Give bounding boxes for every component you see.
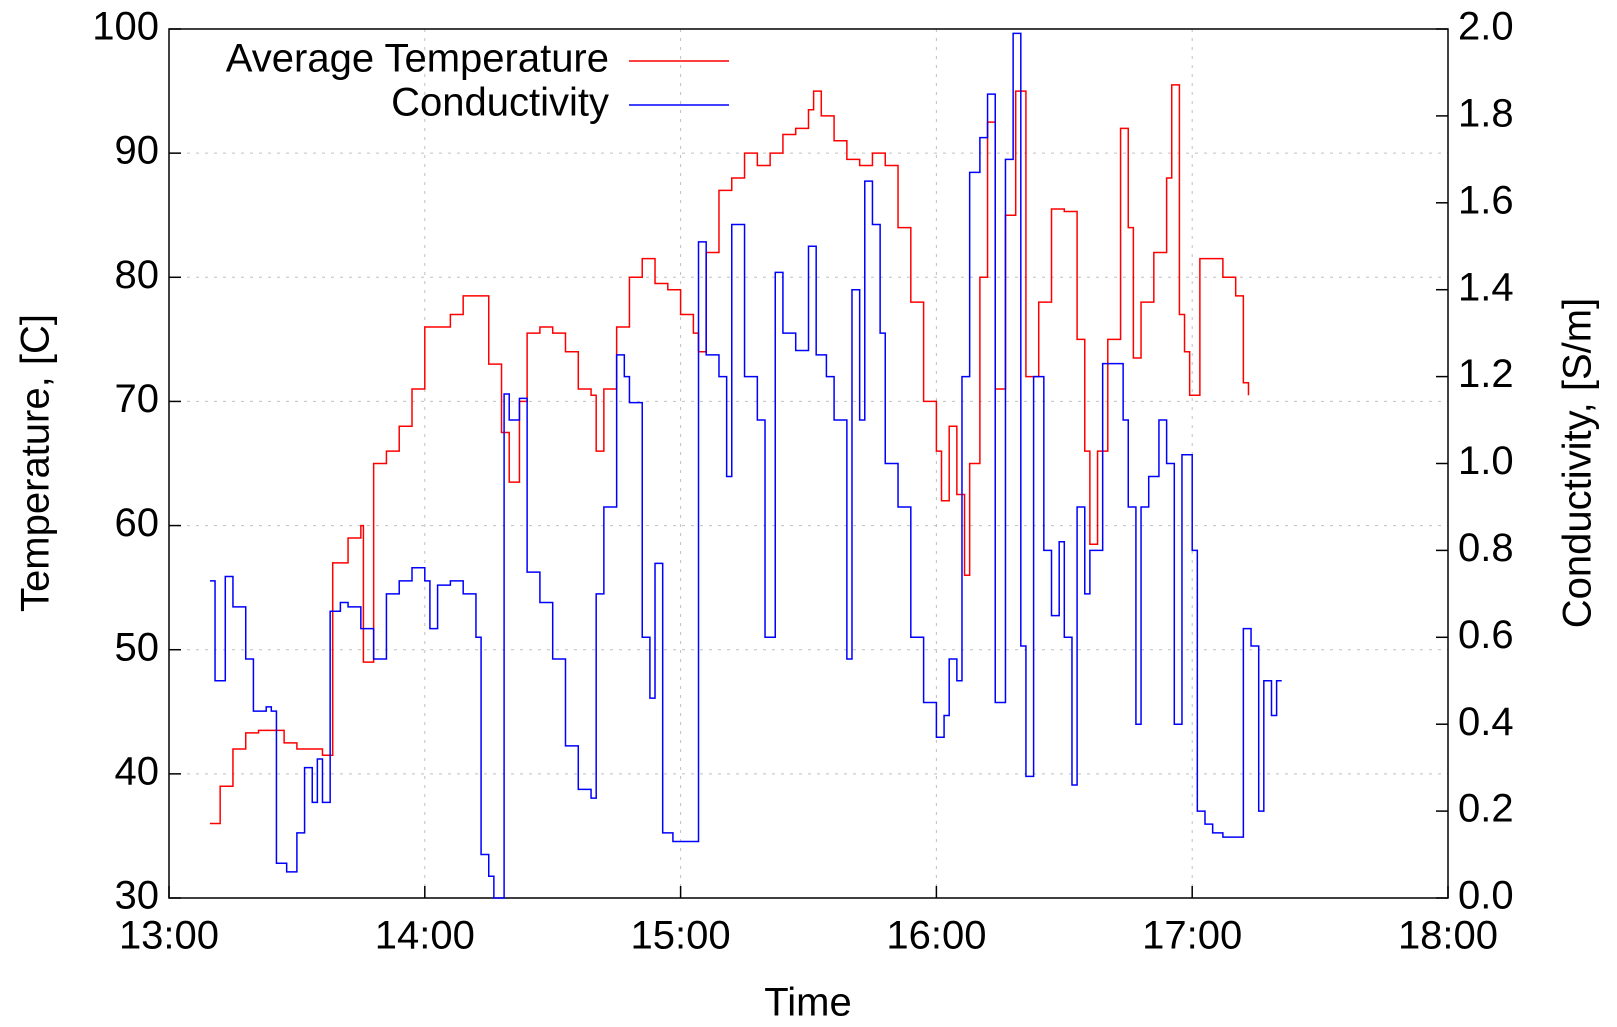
y2-tick-label: 2.0 xyxy=(1458,5,1514,49)
y2-axis-title: Conductivity, [S/m] xyxy=(1556,298,1600,628)
y2-tick-label: 0.6 xyxy=(1458,613,1514,657)
y2-tick-label: 0.0 xyxy=(1458,874,1514,918)
y-axis-title: Temperature, [C] xyxy=(14,314,58,612)
y2-tick-label: 0.8 xyxy=(1458,526,1514,570)
x-tick-label: 18:00 xyxy=(1398,914,1498,958)
y2-tick-label: 0.4 xyxy=(1458,700,1514,744)
legend-label: Conductivity xyxy=(391,81,609,125)
y-tick-label: 80 xyxy=(115,253,160,297)
x-axis-title: Time xyxy=(764,981,851,1025)
data-line xyxy=(209,84,1250,825)
y-tick-label: 60 xyxy=(115,501,160,545)
y-tick-label: 50 xyxy=(115,625,160,669)
y2-tick-label: 1.0 xyxy=(1458,439,1514,483)
x-tick-label: 16:00 xyxy=(886,914,986,958)
y-tick-label: 100 xyxy=(92,5,159,49)
data-line xyxy=(209,32,1282,899)
y2-tick-label: 1.6 xyxy=(1458,178,1514,222)
legend-label: Average Temperature xyxy=(226,37,609,81)
x-tick-label: 17:00 xyxy=(1142,914,1242,958)
y2-tick-label: 1.8 xyxy=(1458,91,1514,135)
y-tick-label: 30 xyxy=(115,874,160,918)
y-tick-label: 70 xyxy=(115,377,160,421)
y-tick-label: 90 xyxy=(115,129,160,173)
y-tick-label: 40 xyxy=(115,749,160,793)
x-tick-label: 15:00 xyxy=(631,914,731,958)
y2-tick-label: 1.4 xyxy=(1458,265,1514,309)
x-tick-label: 13:00 xyxy=(119,914,219,958)
x-tick-label: 14:00 xyxy=(375,914,475,958)
plot-frame xyxy=(168,28,1449,899)
y2-tick-label: 0.2 xyxy=(1458,787,1514,831)
y2-tick-label: 1.2 xyxy=(1458,352,1514,396)
